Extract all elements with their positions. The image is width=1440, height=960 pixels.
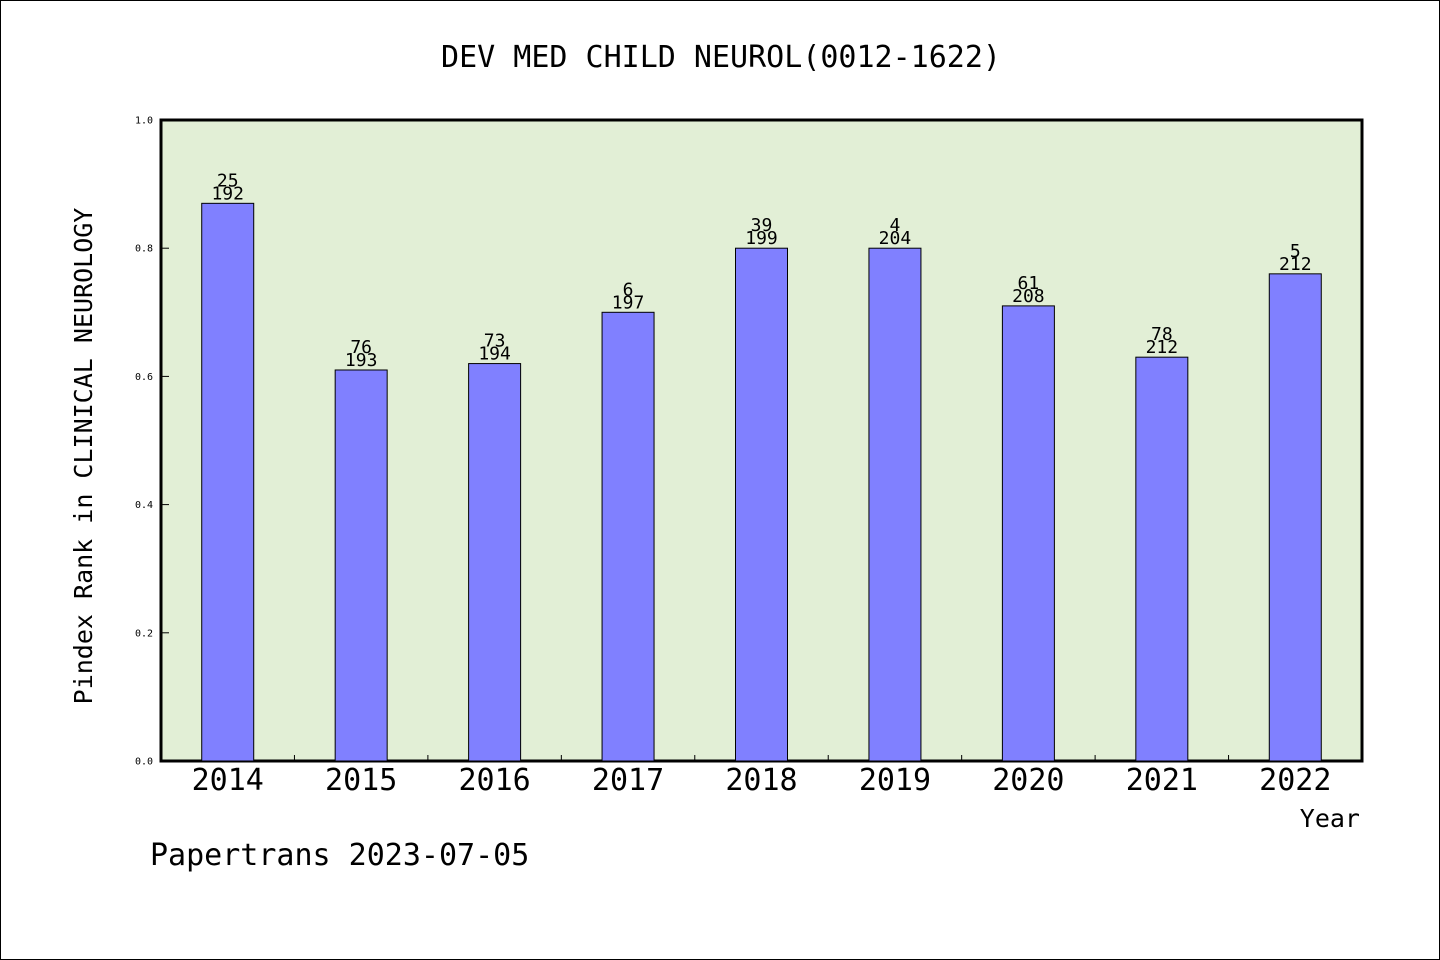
total-label: 212 xyxy=(1279,254,1312,275)
rank-label: 76 xyxy=(350,337,372,358)
x-axis: 2014 2015 2016 2017 2018 2019 2020 2021 2022 xyxy=(192,755,1331,798)
rank-label: 6 xyxy=(623,279,634,300)
footer-text: Papertrans 2023-07-05 xyxy=(150,838,529,873)
bar-2022 xyxy=(1268,273,1322,762)
chart-title: DEV MED CHILD NEUROL(0012-1622) xyxy=(441,40,1001,75)
total-label: 199 xyxy=(745,228,778,249)
rank-label: 73 xyxy=(484,331,506,352)
x-tick-label: 2018 xyxy=(725,763,797,798)
bar-2016 xyxy=(468,363,522,762)
rank-label: 78 xyxy=(1151,324,1173,345)
bars-group xyxy=(201,202,1322,762)
bar-2015 xyxy=(334,369,388,762)
bar-2019 xyxy=(868,247,922,762)
rank-label: 61 xyxy=(1018,273,1040,294)
x-tick-label: 2015 xyxy=(325,763,397,798)
x-tick-label: 2022 xyxy=(1259,763,1331,798)
x-tick-label: 2014 xyxy=(192,763,264,798)
total-label: 194 xyxy=(478,344,511,365)
x-tick-label: 2019 xyxy=(859,763,931,798)
total-label: 192 xyxy=(211,183,244,204)
total-label: 204 xyxy=(879,228,912,249)
x-axis-label: Year xyxy=(1300,804,1360,833)
bar-2021 xyxy=(1135,356,1189,762)
y-tick-label: 0.8 xyxy=(135,244,153,255)
y-tick-label: 0.0 xyxy=(135,757,153,768)
y-tick-label: 0.2 xyxy=(135,628,153,639)
rank-label: 25 xyxy=(217,170,239,191)
y-tick-label: 0.4 xyxy=(135,500,153,511)
y-tick-label: 0.6 xyxy=(135,372,153,383)
bar-2017 xyxy=(601,311,655,762)
y-axis-label: Pindex Rank in CLINICAL NEUROLOGY xyxy=(69,208,98,705)
x-tick-label: 2020 xyxy=(992,763,1064,798)
x-tick-label: 2021 xyxy=(1126,763,1198,798)
total-label: 197 xyxy=(612,292,645,313)
total-label: 193 xyxy=(345,350,378,371)
rank-label: 39 xyxy=(751,215,773,236)
x-tick-label: 2016 xyxy=(458,763,530,798)
rank-label: 4 xyxy=(890,215,901,236)
y-tick-label: 1.0 xyxy=(135,116,153,127)
bar-2020 xyxy=(1001,305,1055,762)
y-axis: 0.0 0.2 0.4 0.6 0.8 1.0 xyxy=(135,116,169,768)
total-label: 208 xyxy=(1012,286,1045,307)
bar-2014 xyxy=(201,202,255,762)
bar-2018 xyxy=(735,247,788,762)
x-tick-label: 2017 xyxy=(592,763,664,798)
total-label: 212 xyxy=(1146,337,1179,358)
data-labels-group: 2519276193731946197391994204612087821252… xyxy=(211,170,1311,371)
rank-label: 5 xyxy=(1290,241,1301,262)
